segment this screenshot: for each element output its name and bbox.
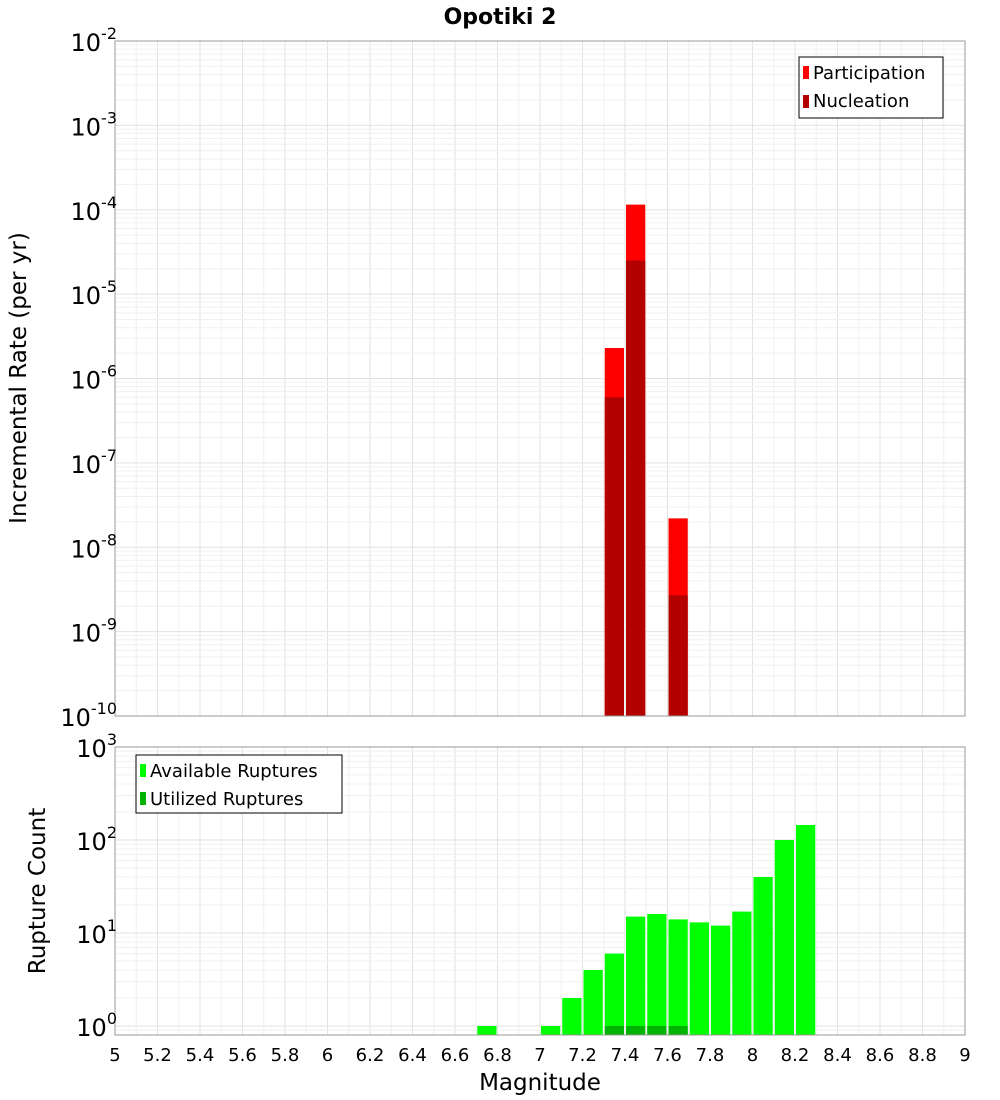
x-tick-label: 8.2 xyxy=(781,1045,810,1066)
top-legend: Participation Nucleation xyxy=(798,56,944,119)
y-tick-label: 10-5 xyxy=(71,277,118,310)
legend-swatch-utilized xyxy=(140,792,146,805)
bar-nucleation xyxy=(626,260,646,716)
bar-available-ruptures xyxy=(753,877,773,1035)
x-tick-labels: 5 5.2 5.4 5.6 5.8 6 6.2 6.4 6.6 6.8 7 7.2 7.4 7.6 7.8 8… xyxy=(109,1045,970,1066)
legend-swatch-available xyxy=(140,764,146,777)
legend-label-utilized: Utilized Ruptures xyxy=(150,789,303,810)
top-plot-frame xyxy=(114,40,966,717)
y-tick-label: 10-8 xyxy=(71,530,118,563)
x-tick-label: 8.4 xyxy=(823,1045,852,1066)
y-tick-label: 102 xyxy=(76,823,117,856)
x-tick-label: 5.4 xyxy=(186,1045,215,1066)
y-tick-label: 10-7 xyxy=(71,446,118,479)
bottom-y-axis-label: Rupture Count xyxy=(25,808,51,974)
x-tick-label: 7.6 xyxy=(653,1045,682,1066)
legend-label-available: Available Ruptures xyxy=(150,761,318,782)
top-panel: 10-2 10-3 10-4 10-5 10-6 10-7 10-8 10-9 10-10 In… xyxy=(6,24,966,732)
x-tick-label: 8 xyxy=(747,1045,758,1066)
bar-available-ruptures xyxy=(732,911,752,1035)
x-tick-label: 7.2 xyxy=(568,1045,597,1066)
bar-available-ruptures xyxy=(477,1025,497,1035)
y-tick-label: 100 xyxy=(76,1009,117,1042)
y-tick-label: 103 xyxy=(76,730,117,763)
bottom-bars xyxy=(477,824,816,1035)
x-tick-label: 7 xyxy=(534,1045,545,1066)
y-tick-label: 10-9 xyxy=(71,615,118,648)
x-tick-label: 8.8 xyxy=(908,1045,937,1066)
x-tick-label: 6.2 xyxy=(356,1045,385,1066)
bar-utilized-ruptures xyxy=(647,1025,667,1035)
y-tick-label: 10-3 xyxy=(71,108,118,141)
x-tick-label: 6 xyxy=(322,1045,333,1066)
bar-available-ruptures xyxy=(604,953,624,1035)
x-tick-label: 6.4 xyxy=(398,1045,427,1066)
y-tick-label: 10-10 xyxy=(60,699,117,732)
bottom-y-tick-labels: 103 102 101 100 xyxy=(76,730,117,1042)
top-gridlines xyxy=(114,40,966,717)
y-tick-label: 101 xyxy=(76,916,117,949)
x-tick-label: 7.8 xyxy=(696,1045,725,1066)
x-tick-label: 8.6 xyxy=(866,1045,895,1066)
bar-available-ruptures xyxy=(541,1025,561,1035)
x-tick-label: 5 xyxy=(109,1045,120,1066)
bottom-legend: Available Ruptures Utilized Ruptures xyxy=(135,754,343,814)
bar-available-ruptures xyxy=(583,969,603,1035)
y-tick-label: 10-4 xyxy=(71,193,118,226)
y-tick-label: 10-2 xyxy=(71,24,118,57)
bar-available-ruptures xyxy=(796,824,816,1035)
chart-title: Opotiki 2 xyxy=(444,5,557,30)
x-tick-label: 5.8 xyxy=(271,1045,300,1066)
bar-available-ruptures xyxy=(774,839,794,1035)
bar-available-ruptures xyxy=(562,997,582,1035)
top-legend-box xyxy=(798,56,944,119)
x-tick-label: 7.4 xyxy=(611,1045,640,1066)
y-tick-label: 10-6 xyxy=(71,362,118,395)
bar-available-ruptures xyxy=(689,922,709,1035)
top-y-axis-label: Incremental Rate (per yr) xyxy=(6,232,32,524)
legend-label-participation: Participation xyxy=(813,63,925,84)
x-tick-label: 5.6 xyxy=(228,1045,257,1066)
bottom-legend-box xyxy=(135,754,343,814)
x-tick-label: 5.2 xyxy=(143,1045,172,1066)
top-bars xyxy=(604,204,688,717)
top-y-tick-labels: 10-2 10-3 10-4 10-5 10-6 10-7 10-8 10-9 10-10 xyxy=(60,24,117,732)
bar-available-ruptures xyxy=(626,916,646,1035)
bar-available-ruptures xyxy=(711,925,731,1035)
x-tick-label: 9 xyxy=(959,1045,970,1066)
x-tick-label: 6.8 xyxy=(483,1045,512,1066)
bottom-plot-frame xyxy=(114,746,966,1036)
bar-utilized-ruptures xyxy=(626,1025,646,1035)
bar-nucleation xyxy=(604,397,624,716)
bottom-panel: 103 102 101 100 5 5.2 5.4 5.6 5.8 6 6.2 6.4 6.6 6.8 7… xyxy=(25,730,971,1096)
legend-swatch-nucleation xyxy=(803,95,809,108)
bar-utilized-ruptures xyxy=(668,1025,688,1035)
bar-nucleation xyxy=(668,595,688,716)
legend-swatch-participation xyxy=(803,66,809,79)
x-axis-label: Magnitude xyxy=(479,1070,601,1096)
x-tick-label: 6.6 xyxy=(441,1045,470,1066)
bar-available-ruptures xyxy=(668,919,688,1035)
legend-label-nucleation: Nucleation xyxy=(813,91,909,112)
bar-available-ruptures xyxy=(647,914,667,1035)
bar-utilized-ruptures xyxy=(604,1025,624,1035)
